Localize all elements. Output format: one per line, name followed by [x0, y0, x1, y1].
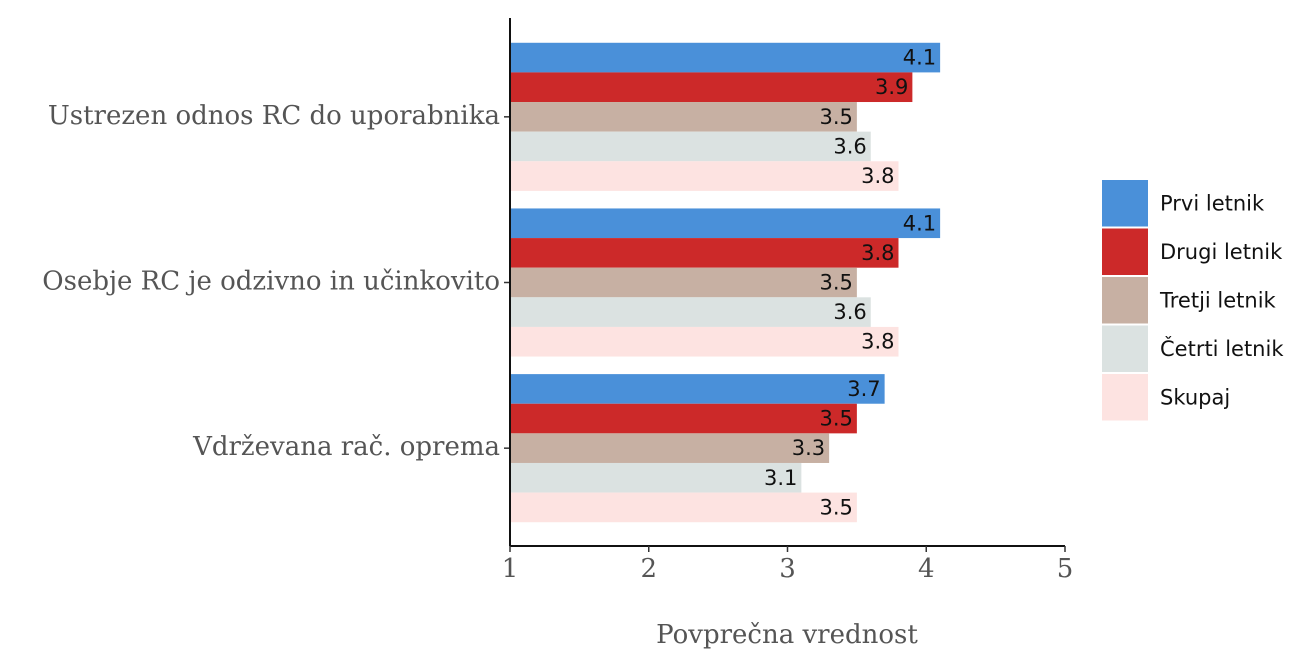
- legend-label: Skupaj: [1160, 385, 1230, 409]
- data-label: 3.9: [875, 75, 908, 99]
- y-tick-label: Ustrezen odnos RC do uporabnika: [48, 101, 500, 131]
- bar: [510, 238, 899, 268]
- data-label: 4.1: [903, 46, 936, 70]
- x-tick-label: 3: [779, 554, 796, 584]
- legend-swatch: [1102, 277, 1148, 324]
- data-label: 3.5: [819, 271, 852, 295]
- data-label: 3.3: [792, 436, 825, 460]
- data-label: 3.6: [833, 134, 866, 158]
- bar: [510, 492, 857, 523]
- data-label: 4.1: [903, 211, 936, 235]
- data-label: 3.5: [819, 407, 852, 431]
- x-axis-title: Povprečna vrednost: [656, 620, 918, 650]
- data-label: 3.6: [833, 300, 866, 324]
- data-label: 3.1: [764, 466, 797, 490]
- bar: [510, 326, 899, 357]
- legend-label: Drugi letnik: [1160, 240, 1283, 264]
- bar: [510, 267, 857, 298]
- data-label: 3.8: [861, 330, 894, 354]
- legend-label: Tretji letnik: [1159, 288, 1277, 312]
- x-tick-label: 1: [502, 554, 519, 584]
- bar: [510, 72, 913, 103]
- legend-swatch: [1102, 325, 1148, 372]
- x-tick-label: 2: [640, 554, 657, 584]
- data-label: 3.7: [847, 377, 880, 401]
- x-tick-label: 4: [918, 554, 935, 584]
- x-tick-label: 5: [1057, 554, 1074, 584]
- bar: [510, 161, 899, 191]
- data-label: 3.8: [861, 241, 894, 265]
- y-tick-label: Osebje RC je odzivno in učinkovito: [42, 267, 500, 297]
- bar: [510, 374, 885, 404]
- bar: [510, 433, 830, 463]
- bar: [510, 297, 871, 327]
- data-label: 3.8: [861, 164, 894, 188]
- bar: [510, 42, 941, 73]
- legend-label: Četrti letnik: [1160, 336, 1284, 361]
- legend-swatch: [1102, 374, 1148, 421]
- bar: [510, 403, 857, 434]
- legend-label: Prvi letnik: [1160, 191, 1265, 215]
- bar: [510, 131, 871, 162]
- legend-swatch: [1102, 180, 1148, 227]
- y-tick-label: Vdrževana rač. oprema: [192, 432, 500, 462]
- data-label: 3.5: [819, 495, 852, 519]
- legend-swatch: [1102, 228, 1148, 275]
- bar: [510, 462, 802, 493]
- bar: [510, 102, 857, 132]
- data-label: 3.5: [819, 105, 852, 129]
- bar: [510, 208, 941, 239]
